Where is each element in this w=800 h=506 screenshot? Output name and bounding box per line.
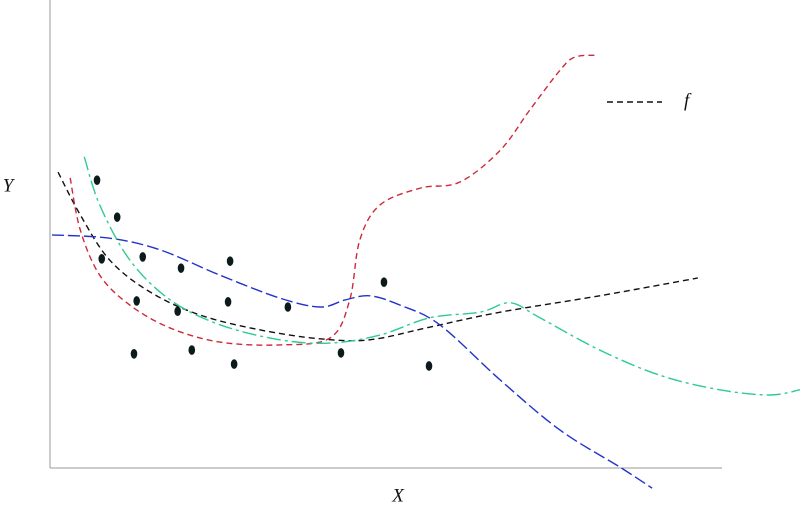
scatter-point	[139, 252, 147, 262]
scatter-point	[425, 361, 433, 371]
scatter-point	[174, 306, 181, 317]
scatter-point	[133, 296, 140, 306]
scatter-point	[337, 348, 345, 358]
curve	[51, 234, 653, 489]
scatter-point	[98, 254, 106, 264]
y-axis-label: Y	[3, 175, 16, 196]
scatter-point	[380, 277, 388, 288]
scatter-point	[230, 359, 238, 369]
scatter-point	[93, 175, 101, 185]
legend-label: f	[684, 90, 692, 111]
curve	[83, 156, 800, 396]
scatter-point	[226, 256, 234, 266]
scatter-point	[177, 263, 185, 273]
scatter-point	[224, 297, 232, 307]
x-axis-label: X	[391, 485, 405, 506]
curve	[69, 54, 598, 346]
scatter-point	[284, 302, 292, 312]
scatter-point	[188, 345, 196, 355]
curve	[57, 171, 698, 342]
scatter-point	[113, 212, 121, 222]
scatter-point	[130, 349, 138, 359]
